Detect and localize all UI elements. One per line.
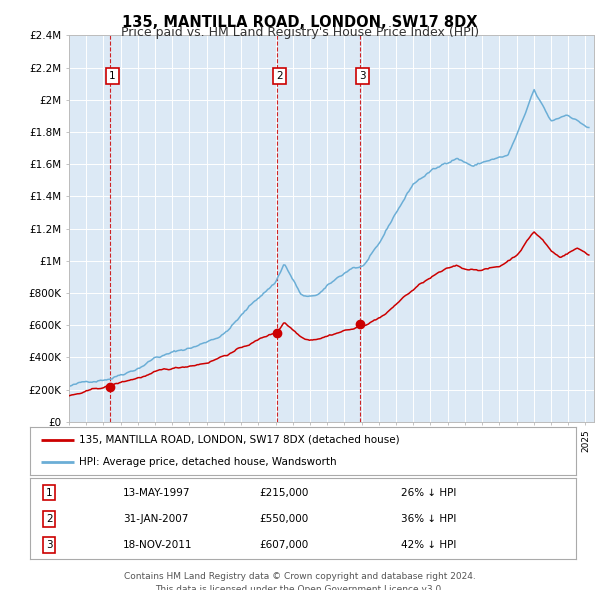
Text: 135, MANTILLA ROAD, LONDON, SW17 8DX: 135, MANTILLA ROAD, LONDON, SW17 8DX (122, 15, 478, 30)
Text: 2: 2 (46, 514, 52, 523)
Text: £215,000: £215,000 (259, 487, 308, 497)
Text: 31-JAN-2007: 31-JAN-2007 (123, 514, 188, 523)
Text: 3: 3 (359, 71, 365, 81)
Text: HPI: Average price, detached house, Wandsworth: HPI: Average price, detached house, Wand… (79, 457, 337, 467)
Text: Price paid vs. HM Land Registry's House Price Index (HPI): Price paid vs. HM Land Registry's House … (121, 26, 479, 39)
Text: 13-MAY-1997: 13-MAY-1997 (123, 487, 190, 497)
Text: 1: 1 (109, 71, 116, 81)
Text: 36% ↓ HPI: 36% ↓ HPI (401, 514, 457, 523)
Text: 2: 2 (276, 71, 283, 81)
Text: £550,000: £550,000 (259, 514, 308, 523)
Text: £607,000: £607,000 (259, 540, 308, 550)
Text: 3: 3 (46, 540, 52, 550)
Text: 135, MANTILLA ROAD, LONDON, SW17 8DX (detached house): 135, MANTILLA ROAD, LONDON, SW17 8DX (de… (79, 435, 400, 445)
Text: 1: 1 (46, 487, 52, 497)
Text: 26% ↓ HPI: 26% ↓ HPI (401, 487, 457, 497)
Text: 18-NOV-2011: 18-NOV-2011 (123, 540, 193, 550)
Text: 42% ↓ HPI: 42% ↓ HPI (401, 540, 457, 550)
Text: Contains HM Land Registry data © Crown copyright and database right 2024.
This d: Contains HM Land Registry data © Crown c… (124, 572, 476, 590)
